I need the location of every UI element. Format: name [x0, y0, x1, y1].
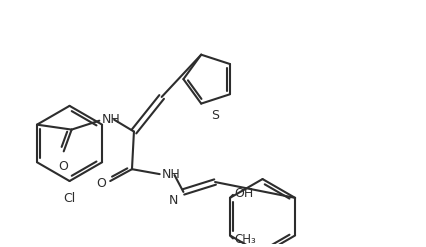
Text: O: O: [96, 177, 106, 189]
Text: NH: NH: [161, 168, 180, 181]
Text: S: S: [212, 109, 219, 122]
Text: Cl: Cl: [63, 192, 76, 205]
Text: OH: OH: [234, 187, 253, 200]
Text: O: O: [58, 160, 68, 173]
Text: CH₃: CH₃: [234, 233, 256, 246]
Text: NH: NH: [101, 113, 120, 126]
Text: N: N: [169, 194, 178, 207]
